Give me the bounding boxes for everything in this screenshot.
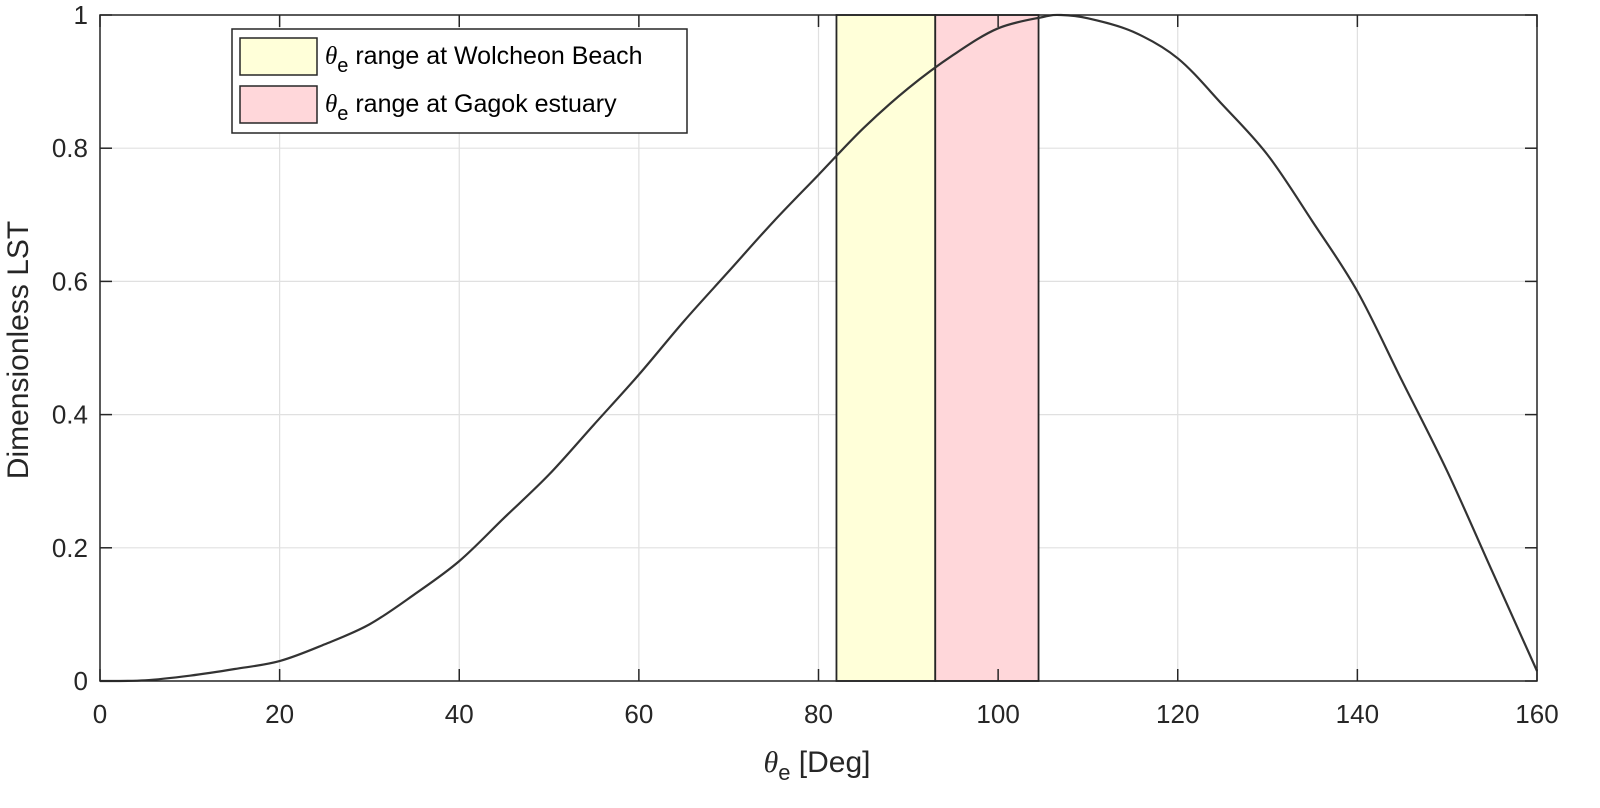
y-tick-label: 0.2: [52, 533, 88, 563]
x-axis-label: θe [Deg]: [763, 746, 870, 785]
band-gagok-estuary: [934, 14, 1040, 682]
legend-label-gagok: θe range at Gagok estuary: [325, 90, 617, 125]
y-tick-label: 0.8: [52, 133, 88, 163]
x-tick-label: 60: [624, 699, 653, 729]
x-tick-label: 160: [1515, 699, 1558, 729]
band-wolcheon-beach: [835, 14, 937, 682]
y-axis-label: Dimensionless LST: [2, 221, 35, 479]
y-tick-label: 0.6: [52, 266, 88, 296]
x-tick-label: 100: [976, 699, 1019, 729]
x-tick-label: 120: [1156, 699, 1199, 729]
y-tick-label: 1: [74, 0, 88, 30]
tick-labels: 0 20 40 60 80 100 120 140 160 0 0.2 0.4 0.6 0.8 1: [52, 0, 1559, 729]
x-tick-label: 20: [265, 699, 294, 729]
x-tick-label: 140: [1336, 699, 1379, 729]
x-tick-label: 40: [445, 699, 474, 729]
legend-swatch-gagok: [239, 85, 318, 124]
lst-curve-group: [99, 13, 1539, 683]
y-tick-label: 0: [74, 666, 88, 696]
y-tick-label: 0.4: [52, 400, 88, 430]
range-bands: [835, 14, 1040, 682]
x-tick-label: 80: [804, 699, 833, 729]
lst-curve: [99, 13, 1539, 683]
legend: θe range at Wolcheon Beach θe range at G…: [231, 28, 688, 134]
legend-label-wolcheon: θe range at Wolcheon Beach: [325, 42, 643, 77]
legend-swatch-wolcheon: [239, 37, 318, 76]
x-tick-label: 0: [93, 699, 107, 729]
ticks: [99, 14, 1538, 682]
